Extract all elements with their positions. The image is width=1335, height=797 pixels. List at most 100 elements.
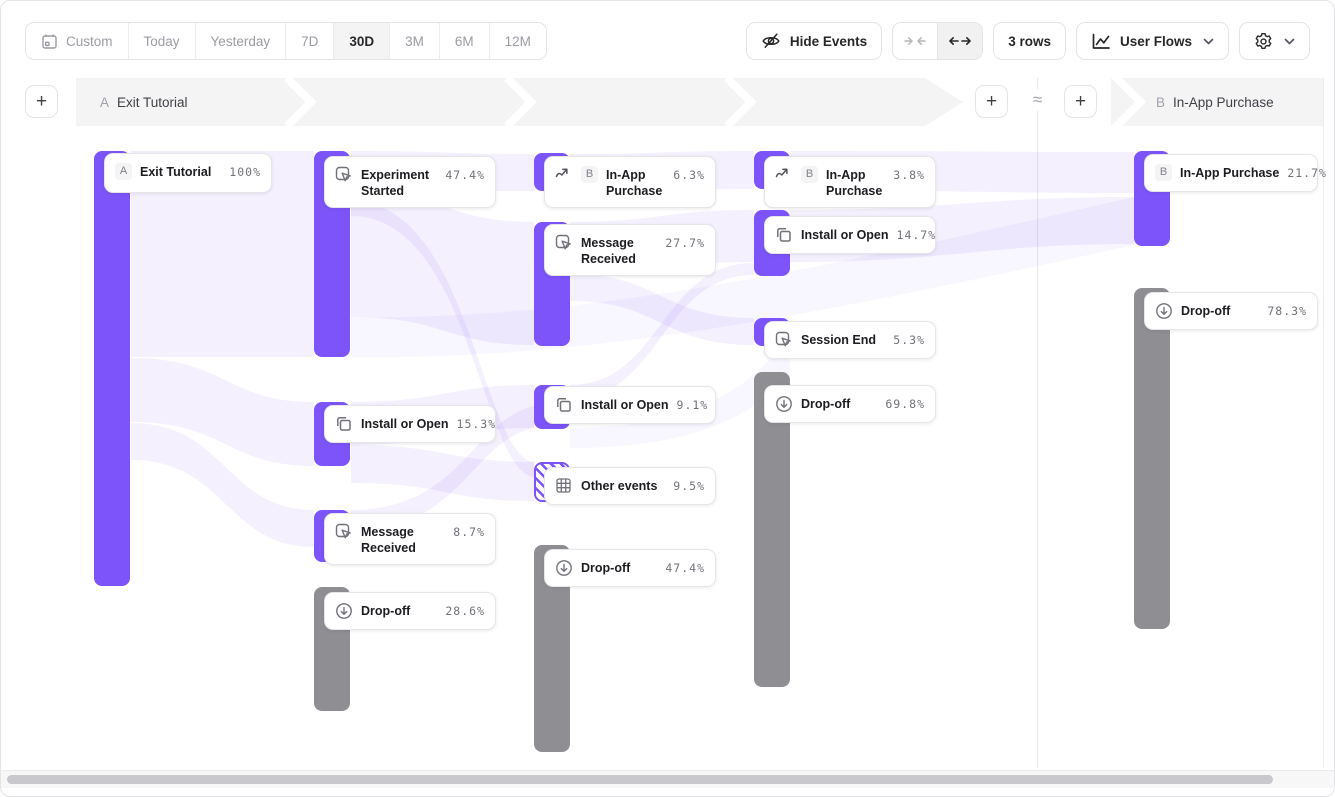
node-label: Install or Open bbox=[361, 417, 449, 431]
sankey-bar-drop-off[interactable] bbox=[754, 372, 790, 687]
node-value: 8.7% bbox=[453, 525, 485, 539]
date-range-12m[interactable]: 12M bbox=[488, 23, 546, 59]
node-value: 3.8% bbox=[893, 168, 925, 182]
dropoff-icon bbox=[775, 395, 793, 413]
node-label: In-App Purchase bbox=[606, 168, 663, 198]
flow-step-band bbox=[76, 78, 1323, 126]
dropoff-icon bbox=[1155, 302, 1173, 320]
click-event-icon bbox=[775, 331, 793, 349]
date-range-6m[interactable]: 6M bbox=[438, 23, 489, 59]
date-range-30d[interactable]: 30D bbox=[333, 23, 390, 59]
date-range-picker: Custom Today Yesterday 7D 30D 3M 6M 12M bbox=[25, 22, 547, 60]
node-card-session-end[interactable]: Session End 5.3% bbox=[764, 321, 936, 359]
add-step-button-left[interactable]: + bbox=[25, 85, 58, 118]
flow-a-badge: A bbox=[100, 94, 110, 110]
copy-icon bbox=[775, 226, 793, 244]
dropoff-icon bbox=[335, 602, 353, 620]
node-card-in-app-purchase[interactable]: B In-App Purchase 21.7% bbox=[1144, 154, 1326, 192]
node-card-other-events[interactable]: Other events 9.5% bbox=[544, 467, 716, 505]
date-range-label: 7D bbox=[301, 33, 319, 49]
node-card-install-or-open[interactable]: Install or Open 9.1% bbox=[544, 386, 716, 424]
rows-button[interactable]: 3 rows bbox=[993, 22, 1066, 60]
click-event-icon bbox=[335, 523, 353, 541]
node-label: Drop-off bbox=[1181, 304, 1231, 318]
node-card-experiment-started[interactable]: Experiment Started 47.4% bbox=[324, 156, 496, 208]
flow-joiner-symbol: ≈ bbox=[1025, 89, 1050, 111]
flow-b-badge: B bbox=[1156, 94, 1166, 110]
node-label: In-App Purchase bbox=[1180, 166, 1280, 180]
node-card-drop-off[interactable]: Drop-off 69.8% bbox=[764, 385, 936, 423]
node-card-install-or-open[interactable]: Install or Open 15.3% bbox=[324, 405, 496, 443]
node-label: Experiment Started bbox=[361, 168, 430, 198]
date-range-7d[interactable]: 7D bbox=[285, 23, 333, 59]
node-value: 14.7% bbox=[896, 228, 937, 242]
flow-b-title: In-App Purchase bbox=[1173, 94, 1274, 110]
node-value: 27.7% bbox=[665, 236, 705, 250]
node-card-in-app-purchase[interactable]: B In-App Purchase 3.8% bbox=[764, 156, 936, 208]
node-value: 9.1% bbox=[676, 398, 709, 412]
line-chart-icon bbox=[1091, 33, 1111, 50]
goal-arrow-icon bbox=[555, 166, 573, 184]
date-range-label: Today bbox=[143, 33, 180, 49]
flow-a-header[interactable]: A Exit Tutorial bbox=[100, 78, 188, 126]
horizontal-scrollbar bbox=[1, 770, 1334, 788]
date-range-label: 3M bbox=[405, 33, 424, 49]
node-label: Other events bbox=[581, 479, 658, 493]
flow-b-header[interactable]: B In-App Purchase bbox=[1156, 78, 1274, 126]
flow-a-title: Exit Tutorial bbox=[117, 94, 188, 110]
sankey-bar-exit-tutorial[interactable] bbox=[94, 151, 130, 586]
node-label: Drop-off bbox=[581, 561, 631, 575]
flow-badge-b: B bbox=[1155, 164, 1172, 181]
flow-badge-b: B bbox=[581, 166, 598, 183]
hide-events-button[interactable]: Hide Events bbox=[745, 22, 883, 60]
node-value: 47.4% bbox=[665, 561, 705, 575]
node-label: Message Received bbox=[581, 236, 636, 266]
node-label: Session End bbox=[801, 333, 877, 347]
add-step-button-flow-a-end[interactable]: + bbox=[975, 85, 1008, 118]
node-card-exit-tutorial[interactable]: A Exit Tutorial 100% bbox=[104, 153, 272, 193]
node-label: In-App Purchase bbox=[826, 168, 883, 198]
node-label: Message Received bbox=[361, 525, 416, 555]
node-value: 6.3% bbox=[673, 168, 705, 182]
sankey-bar-drop-off[interactable] bbox=[1134, 288, 1170, 629]
node-label: Drop-off bbox=[361, 604, 411, 618]
node-card-drop-off[interactable]: Drop-off 28.6% bbox=[324, 592, 496, 630]
node-card-drop-off[interactable]: Drop-off 47.4% bbox=[544, 549, 716, 587]
expand-columns-button[interactable] bbox=[937, 23, 983, 59]
date-range-3m[interactable]: 3M bbox=[389, 23, 439, 59]
node-label: Exit Tutorial bbox=[140, 165, 212, 179]
view-selector-dropdown[interactable]: User Flows bbox=[1075, 22, 1229, 60]
toolbar-right: Hide Events 3 rows bbox=[745, 22, 1310, 60]
node-label: Drop-off bbox=[801, 397, 851, 411]
date-range-label: 30D bbox=[349, 33, 375, 49]
node-value: 21.7% bbox=[1287, 166, 1327, 180]
node-card-message-received[interactable]: Message Received 8.7% bbox=[324, 513, 496, 565]
node-card-in-app-purchase[interactable]: B In-App Purchase 6.3% bbox=[544, 156, 716, 208]
click-event-icon bbox=[335, 166, 353, 184]
flow-divider bbox=[1037, 78, 1038, 768]
date-range-label: Yesterday bbox=[210, 33, 271, 49]
eye-off-icon bbox=[761, 32, 781, 50]
node-card-install-or-open[interactable]: Install or Open 14.7% bbox=[764, 216, 936, 254]
date-range-today[interactable]: Today bbox=[127, 23, 195, 59]
node-value: 47.4% bbox=[445, 168, 485, 182]
add-step-button-flow-b-start[interactable]: + bbox=[1064, 85, 1097, 118]
node-card-drop-off[interactable]: Drop-off 78.3% bbox=[1144, 292, 1318, 330]
node-value: 5.3% bbox=[893, 333, 925, 347]
hide-events-label: Hide Events bbox=[789, 33, 868, 49]
flow-badge-b: B bbox=[801, 166, 818, 183]
content-right-border bbox=[1323, 78, 1324, 768]
node-value: 9.5% bbox=[673, 479, 705, 493]
horizontal-scrollbar-thumb[interactable] bbox=[7, 775, 1273, 784]
spacing-toggle bbox=[892, 22, 984, 60]
grid-icon bbox=[555, 477, 573, 495]
node-value: 69.8% bbox=[885, 397, 925, 411]
settings-dropdown[interactable] bbox=[1239, 22, 1310, 60]
date-range-yesterday[interactable]: Yesterday bbox=[194, 23, 286, 59]
date-range-custom[interactable]: Custom bbox=[26, 23, 128, 59]
collapse-columns-button[interactable] bbox=[893, 23, 937, 59]
date-range-label: 12M bbox=[504, 33, 531, 49]
node-label: Install or Open bbox=[801, 228, 889, 242]
node-card-message-received[interactable]: Message Received 27.7% bbox=[544, 224, 716, 276]
